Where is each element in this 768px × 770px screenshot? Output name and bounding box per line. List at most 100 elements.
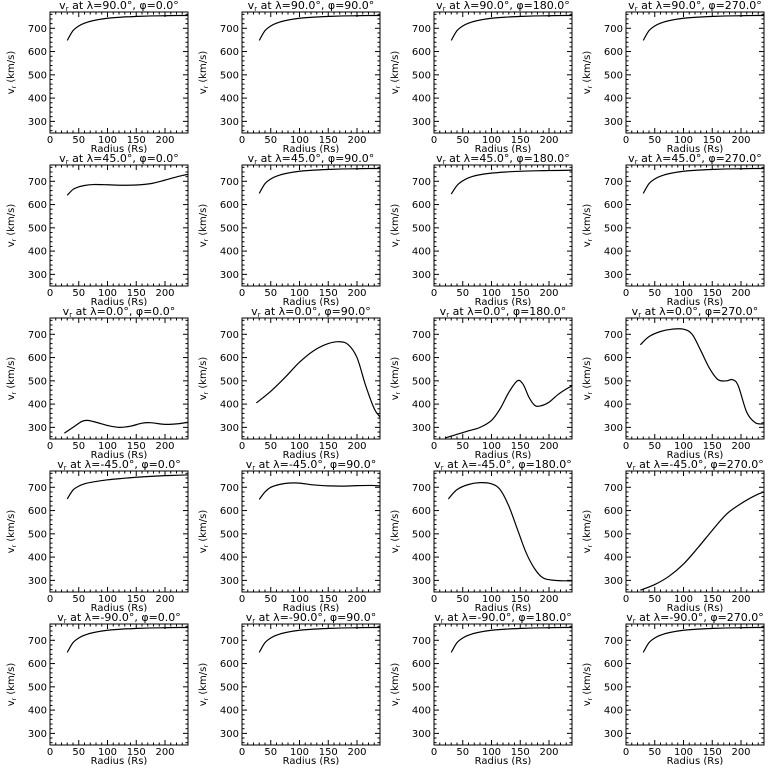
x-tick-label: 150 (319, 441, 338, 452)
data-line (66, 14, 188, 41)
x-tick-label: 150 (319, 747, 338, 758)
data-line (258, 626, 380, 653)
x-tick-label: 200 (731, 135, 750, 146)
y-tick-label: 700 (220, 24, 239, 35)
y-tick-label: 300 (604, 423, 623, 434)
y-tick-label: 600 (412, 659, 431, 670)
y-tick-label: 700 (604, 483, 623, 494)
y-axis-label: vr (km/s) (198, 663, 210, 707)
y-tick-label: 500 (28, 223, 47, 234)
chart-svg: vr at λ=-90.0°, φ=270.0° 0 50 100 150 200 300 4… (582, 611, 765, 767)
x-tick-label: 100 (290, 135, 309, 146)
y-tick-label: 500 (220, 376, 239, 387)
plot-frame (625, 11, 765, 134)
y-tick-label: 400 (220, 94, 239, 105)
y-tick-label: 700 (220, 636, 239, 647)
y-tick-label: 700 (28, 24, 47, 35)
x-tick-label: 100 (674, 288, 693, 299)
chart-svg: vr at λ=90.0°, φ=0.0° 0 50 100 150 200 300 400 5… (6, 0, 189, 155)
chart-svg: vr at λ=-45.0°, φ=180.0° 0 50 100 150 200 300 4… (390, 458, 573, 614)
x-tick-label: 100 (482, 747, 501, 758)
chart-svg: vr at λ=-45.0°, φ=0.0° 0 50 100 150 200 300 400… (6, 458, 189, 614)
y-tick-label: 400 (220, 553, 239, 564)
y-axis-label: vr (km/s) (390, 204, 402, 248)
x-tick-label: 50 (648, 594, 661, 605)
y-tick-label: 600 (220, 506, 239, 517)
y-tick-label: 700 (412, 636, 431, 647)
chart-panel: vr at λ=-45.0°, φ=0.0° 0 50 100 150 200 300 400… (0, 458, 192, 614)
chart-svg: vr at λ=90.0°, φ=180.0° 0 50 100 150 200 300 40… (390, 0, 573, 155)
chart-title: vr at λ=90.0°, φ=180.0° (436, 0, 570, 13)
y-tick-label: 600 (412, 353, 431, 364)
x-tick-label: 150 (127, 747, 146, 758)
plot-frame (49, 623, 189, 746)
chart-title: vr at λ=0.0°, φ=90.0° (251, 306, 371, 319)
chart-title: vr at λ=-45.0°, φ=180.0° (434, 459, 572, 472)
y-tick-label: 700 (28, 483, 47, 494)
x-axis-label: Radius (Rs) (91, 450, 148, 459)
y-tick-label: 700 (28, 636, 47, 647)
y-tick-label: 300 (220, 270, 239, 281)
y-tick-label: 700 (28, 177, 47, 188)
y-axis-label: vr (km/s) (390, 510, 402, 554)
data-line (639, 328, 764, 425)
data-line (640, 491, 764, 591)
chart-title: vr at λ=-45.0°, φ=0.0° (57, 459, 181, 472)
data-line (642, 14, 764, 41)
y-axis-label: vr (km/s) (390, 51, 402, 95)
chart-panel: vr at λ=-90.0°, φ=180.0° 0 50 100 150 200 300 4… (384, 611, 576, 767)
data-line (258, 167, 380, 194)
x-tick-label: 50 (456, 135, 469, 146)
chart-svg: vr at λ=0.0°, φ=270.0° 0 50 100 150 200 300 400… (582, 305, 765, 461)
chart-svg: vr at λ=-45.0°, φ=90.0° 0 50 100 150 200 300 40… (198, 458, 381, 614)
y-tick-label: 600 (604, 659, 623, 670)
chart-svg: vr at λ=90.0°, φ=270.0° 0 50 100 150 200 300 40… (582, 0, 765, 155)
x-tick-label: 50 (264, 441, 277, 452)
chart-panel: vr at λ=0.0°, φ=270.0° 0 50 100 150 200 300 400… (576, 305, 768, 461)
chart-title: vr at λ=45.0°, φ=180.0° (436, 153, 570, 166)
data-line (450, 14, 572, 41)
y-tick-label: 700 (604, 177, 623, 188)
x-tick-label: 0 (623, 288, 629, 299)
x-tick-label: 50 (72, 747, 85, 758)
x-tick-label: 50 (72, 135, 85, 146)
y-axis-label: vr (km/s) (582, 663, 594, 707)
chart-title: vr at λ=-90.0°, φ=90.0° (246, 612, 377, 625)
data-line (258, 14, 380, 41)
x-tick-label: 200 (347, 135, 366, 146)
x-tick-label: 200 (731, 747, 750, 758)
y-tick-label: 500 (412, 70, 431, 81)
y-axis-label: vr (km/s) (198, 357, 210, 401)
y-tick-label: 400 (604, 706, 623, 717)
chart-title: vr at λ=45.0°, φ=0.0° (59, 153, 179, 166)
x-axis-label: Radius (Rs) (475, 450, 532, 459)
x-axis-label: Radius (Rs) (667, 144, 724, 153)
x-tick-label: 0 (431, 441, 437, 452)
x-tick-label: 200 (155, 594, 174, 605)
x-tick-label: 200 (731, 441, 750, 452)
y-tick-label: 300 (28, 270, 47, 281)
y-tick-label: 700 (220, 483, 239, 494)
x-axis-label: Radius (Rs) (667, 297, 724, 306)
chart-panel: vr at λ=45.0°, φ=90.0° 0 50 100 150 200 300 400… (192, 152, 384, 308)
y-tick-label: 500 (220, 70, 239, 81)
plot-frame (433, 11, 573, 134)
x-tick-label: 0 (239, 441, 245, 452)
x-tick-label: 100 (482, 594, 501, 605)
y-tick-label: 300 (412, 423, 431, 434)
x-tick-label: 200 (347, 288, 366, 299)
x-tick-label: 200 (155, 135, 174, 146)
data-line (258, 482, 380, 500)
x-tick-label: 0 (431, 135, 437, 146)
chart-svg: vr at λ=45.0°, φ=270.0° 0 50 100 150 200 300 40… (582, 152, 765, 308)
x-axis-label: Radius (Rs) (283, 756, 340, 765)
data-line (447, 482, 572, 582)
x-tick-label: 50 (456, 747, 469, 758)
y-tick-label: 600 (28, 47, 47, 58)
plot-frame (49, 164, 189, 287)
chart-title: vr at λ=45.0°, φ=90.0° (248, 153, 375, 166)
y-tick-label: 400 (604, 247, 623, 258)
y-tick-label: 400 (28, 706, 47, 717)
y-tick-label: 500 (412, 376, 431, 387)
x-axis-label: Radius (Rs) (475, 603, 532, 612)
